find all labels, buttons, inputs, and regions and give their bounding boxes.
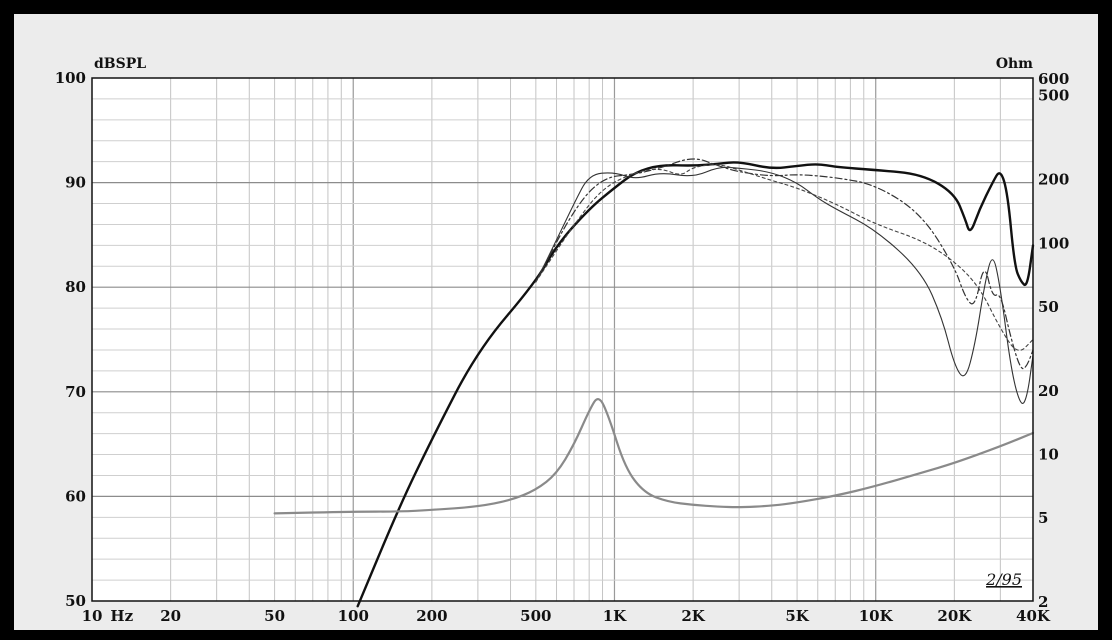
x-tick-label: 500	[520, 607, 551, 625]
right-axis-unit: Ohm	[996, 56, 1033, 72]
x-tick-label: 40K	[1016, 607, 1051, 625]
series-line-4	[535, 164, 1034, 351]
x-tick-label: 10K	[859, 607, 894, 625]
y-left-tick-label: 70	[65, 383, 86, 401]
y-left-tick-label: 60	[65, 487, 86, 505]
x-tick-label: 200	[416, 607, 447, 625]
y-left-tick-label: 50	[65, 592, 86, 610]
x-tick-label: 20K	[937, 607, 972, 625]
x-tick-label: 20	[160, 607, 181, 625]
x-tick-label: 100	[338, 607, 369, 625]
y-right-tick-label: 600	[1038, 70, 1069, 88]
y-right-tick-label: 10	[1038, 445, 1059, 463]
y-right-tick-label: 500	[1038, 87, 1069, 105]
y-right-tick-label: 2	[1038, 593, 1048, 611]
y-left-tick-label: 90	[65, 174, 86, 192]
series-group	[273, 158, 1035, 608]
y-left-tick-label: 100	[55, 69, 86, 87]
series-line-2	[535, 166, 1034, 404]
x-tick-label: 1K	[603, 607, 627, 625]
x-tick-label: Hz	[110, 607, 133, 625]
plot-area	[92, 78, 1033, 601]
plot-border	[91, 77, 1034, 602]
y-right-tick-label: 5	[1038, 509, 1048, 527]
x-tick-label: 5K	[785, 607, 809, 625]
series-line-1	[356, 161, 1035, 608]
x-tick-label: 50	[264, 607, 285, 625]
y-left-tick-label: 80	[65, 278, 86, 296]
y-right-tick-label: 200	[1038, 171, 1069, 189]
series-line-5	[273, 398, 1035, 515]
x-tick-label: 2K	[681, 607, 705, 625]
annotation-mark: 2/95	[985, 570, 1022, 589]
axis-labels: 10 Hz 20 50 100 200 500 1K 2K 5K 10K 20K 40K 100 90 80 7…	[55, 69, 1070, 625]
y-right-tick-label: 20	[1038, 382, 1059, 400]
x-tick-label: 10	[82, 607, 103, 625]
y-right-tick-label: 100	[1038, 234, 1069, 252]
y-right-tick-label: 50	[1038, 298, 1059, 316]
left-axis-unit: dBSPL	[94, 56, 146, 72]
grid	[92, 78, 1033, 601]
series-line-3	[535, 158, 1034, 370]
